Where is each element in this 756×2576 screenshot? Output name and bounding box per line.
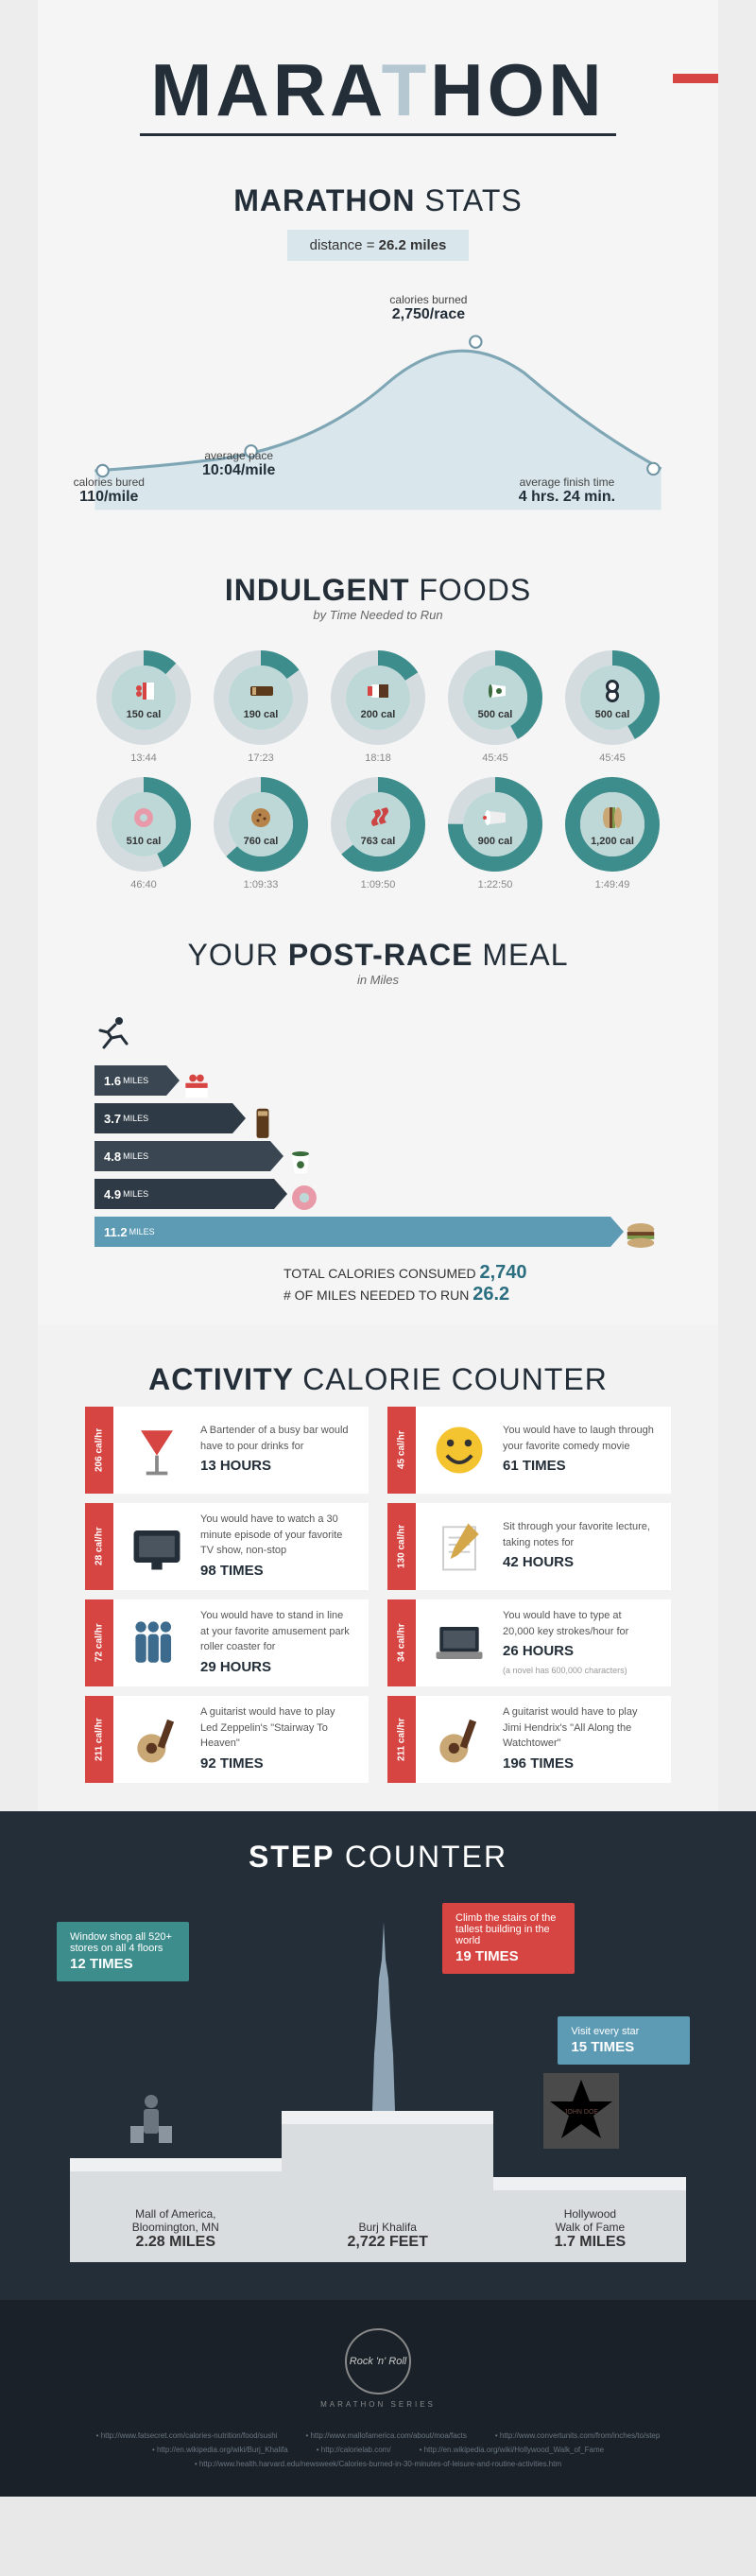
activity-card: 211 cal/hrA guitarist would have to play… bbox=[387, 1696, 671, 1783]
rate-tab: 45 cal/hr bbox=[387, 1407, 416, 1494]
food-item: 510 cal46:40 bbox=[92, 777, 196, 890]
source-links: http://www.fatsecret.com/calories-nutrit… bbox=[0, 2409, 756, 2468]
cake-icon bbox=[176, 1063, 217, 1098]
burj-icon bbox=[365, 1922, 403, 2111]
footer: Rock 'n' Roll MARATHON SERIES http://www… bbox=[0, 2300, 756, 2497]
postrace-stats: TOTAL CALORIES CONSUMED 2,740 # OF MILES… bbox=[94, 1253, 662, 1305]
guitar-icon bbox=[429, 1709, 490, 1770]
smile-icon bbox=[429, 1420, 490, 1480]
source-link: http://www.mallofamerica.com/about/moa/f… bbox=[305, 2431, 466, 2440]
rate-tab: 211 cal/hr bbox=[387, 1696, 416, 1783]
activity-card: 130 cal/hrSit through your favorite lect… bbox=[387, 1503, 671, 1590]
food-item: 900 cal1:22:50 bbox=[443, 777, 547, 890]
rate-tab: 130 cal/hr bbox=[387, 1503, 416, 1590]
indulgent-heading: INDULGENT FOODS by Time Needed to Run bbox=[38, 573, 718, 622]
source-link: http://en.wikipedia.org/wiki/Hollywood_W… bbox=[420, 2446, 605, 2454]
step-bubble: Climb the stairs of the tallest building… bbox=[442, 1903, 575, 1974]
notes-icon bbox=[429, 1516, 490, 1577]
donut-icon bbox=[128, 802, 160, 834]
cake-icon bbox=[128, 675, 160, 707]
rate-tab: 72 cal/hr bbox=[85, 1599, 113, 1686]
pedestal: Burj Khalifa2,722 FEET bbox=[282, 2111, 493, 2262]
distance-pill: distance = 26.2 miles bbox=[38, 230, 718, 261]
curve-label: average pace10:04/mile bbox=[202, 449, 275, 479]
race-row: 4.8MILES bbox=[94, 1139, 662, 1173]
source-link: http://www.health.harvard.edu/newsweek/C… bbox=[195, 2460, 561, 2468]
source-link: http://calorielab.com/ bbox=[317, 2446, 391, 2454]
pedestal: Mall of America,Bloomington, MN2.28 MILE… bbox=[70, 2158, 282, 2262]
activity-card: 206 cal/hrA Bartender of a busy bar woul… bbox=[85, 1407, 369, 1494]
stats-heading: MARATHON STATS bbox=[38, 183, 718, 218]
activity-section: ACTIVITY CALORIE COUNTER 206 cal/hrA Bar… bbox=[38, 1324, 718, 1811]
foods-grid: 150 cal13:44190 cal17:23200 cal18:18500 … bbox=[38, 631, 718, 909]
martini-icon bbox=[127, 1420, 187, 1480]
activity-card: 34 cal/hrYou would have to type at 20,00… bbox=[387, 1599, 671, 1686]
food-item: 190 cal17:23 bbox=[209, 650, 313, 764]
postrace-heading: YOUR POST-RACE MEAL in Miles bbox=[38, 938, 718, 987]
shake-icon bbox=[479, 802, 511, 834]
food-item: 500 cal45:45 bbox=[560, 650, 664, 764]
beer-icon bbox=[245, 675, 277, 707]
stats-curve: calories bured110/mileaverage pace10:04/… bbox=[85, 280, 671, 545]
steps-section: STEP COUNTER Mall of America,Bloomington… bbox=[0, 1811, 756, 2300]
activity-card: 72 cal/hrYou would have to stand in line… bbox=[85, 1599, 369, 1686]
guitar-icon bbox=[127, 1709, 187, 1770]
coffee-icon bbox=[479, 675, 511, 707]
shopper-icon bbox=[123, 2092, 180, 2158]
race-row: 1.6MILES bbox=[94, 1063, 662, 1098]
bacon-icon bbox=[362, 802, 394, 834]
pedestal: HollywoodWalk of Fame1.7 MILES bbox=[493, 2177, 686, 2262]
burger-icon bbox=[596, 802, 628, 834]
rate-tab: 34 cal/hr bbox=[387, 1599, 416, 1686]
svg-text:JOHN DOE: JOHN DOE bbox=[564, 2109, 599, 2116]
rate-tab: 211 cal/hr bbox=[85, 1696, 113, 1783]
source-link: http://www.convertunits.com/from/inches/… bbox=[495, 2431, 660, 2440]
race-row: 11.2MILES bbox=[94, 1215, 662, 1249]
brand-sub: MARATHON SERIES bbox=[0, 2400, 756, 2409]
activity-card: 211 cal/hrA guitarist would have to play… bbox=[85, 1696, 369, 1783]
activity-card: 45 cal/hrYou would have to laugh through… bbox=[387, 1407, 671, 1494]
food-item: 763 cal1:09:50 bbox=[326, 777, 430, 890]
race-row: 3.7MILES bbox=[94, 1101, 662, 1135]
donut-icon bbox=[284, 1177, 325, 1211]
curve-label: average finish time4 hrs. 24 min. bbox=[519, 475, 615, 506]
curve-label: calories bured110/mile bbox=[74, 475, 145, 506]
food-item: 150 cal13:44 bbox=[92, 650, 196, 764]
race-row: 4.9MILES bbox=[94, 1177, 662, 1211]
coffee-icon bbox=[280, 1139, 321, 1173]
source-link: http://www.fatsecret.com/calories-nutrit… bbox=[96, 2431, 278, 2440]
food-item: 760 cal1:09:33 bbox=[209, 777, 313, 890]
cookie-icon bbox=[245, 802, 277, 834]
rate-tab: 28 cal/hr bbox=[85, 1503, 113, 1590]
star-icon: JOHN DOE bbox=[539, 2068, 624, 2153]
food-item: 1,200 cal1:49:49 bbox=[560, 777, 664, 890]
laptop-icon bbox=[429, 1613, 490, 1673]
step-bubble: Window shop all 520+ stores on all 4 flo… bbox=[57, 1922, 189, 1981]
activity-card: 28 cal/hrYou would have to watch a 30 mi… bbox=[85, 1503, 369, 1590]
title-text: MARATHON bbox=[38, 47, 718, 133]
postrace-section: 1.6MILES3.7MILES 4.8MILES 4.9MILES 11.2MILE… bbox=[38, 996, 718, 1324]
food-item: 500 cal45:45 bbox=[443, 650, 547, 764]
food-item: 200 cal18:18 bbox=[326, 650, 430, 764]
runner-icon bbox=[94, 1015, 132, 1053]
beer-icon bbox=[242, 1101, 284, 1135]
burger-icon bbox=[620, 1215, 662, 1249]
brand-logo: Rock 'n' Roll bbox=[345, 2328, 411, 2394]
curve-label: calories burned2,750/race bbox=[389, 293, 467, 323]
nutella-icon bbox=[362, 675, 394, 707]
source-link: http://en.wikipedia.org/wiki/Burj_Khalif… bbox=[152, 2446, 288, 2454]
step-bubble: Visit every star15 TIMES bbox=[558, 2016, 690, 2065]
title-underline bbox=[140, 133, 616, 136]
rate-tab: 206 cal/hr bbox=[85, 1407, 113, 1494]
main-title: MARATHON bbox=[38, 0, 718, 155]
tv-icon bbox=[127, 1516, 187, 1577]
red-accent bbox=[673, 74, 718, 83]
queue-icon bbox=[127, 1613, 187, 1673]
sushi-icon bbox=[596, 675, 628, 707]
